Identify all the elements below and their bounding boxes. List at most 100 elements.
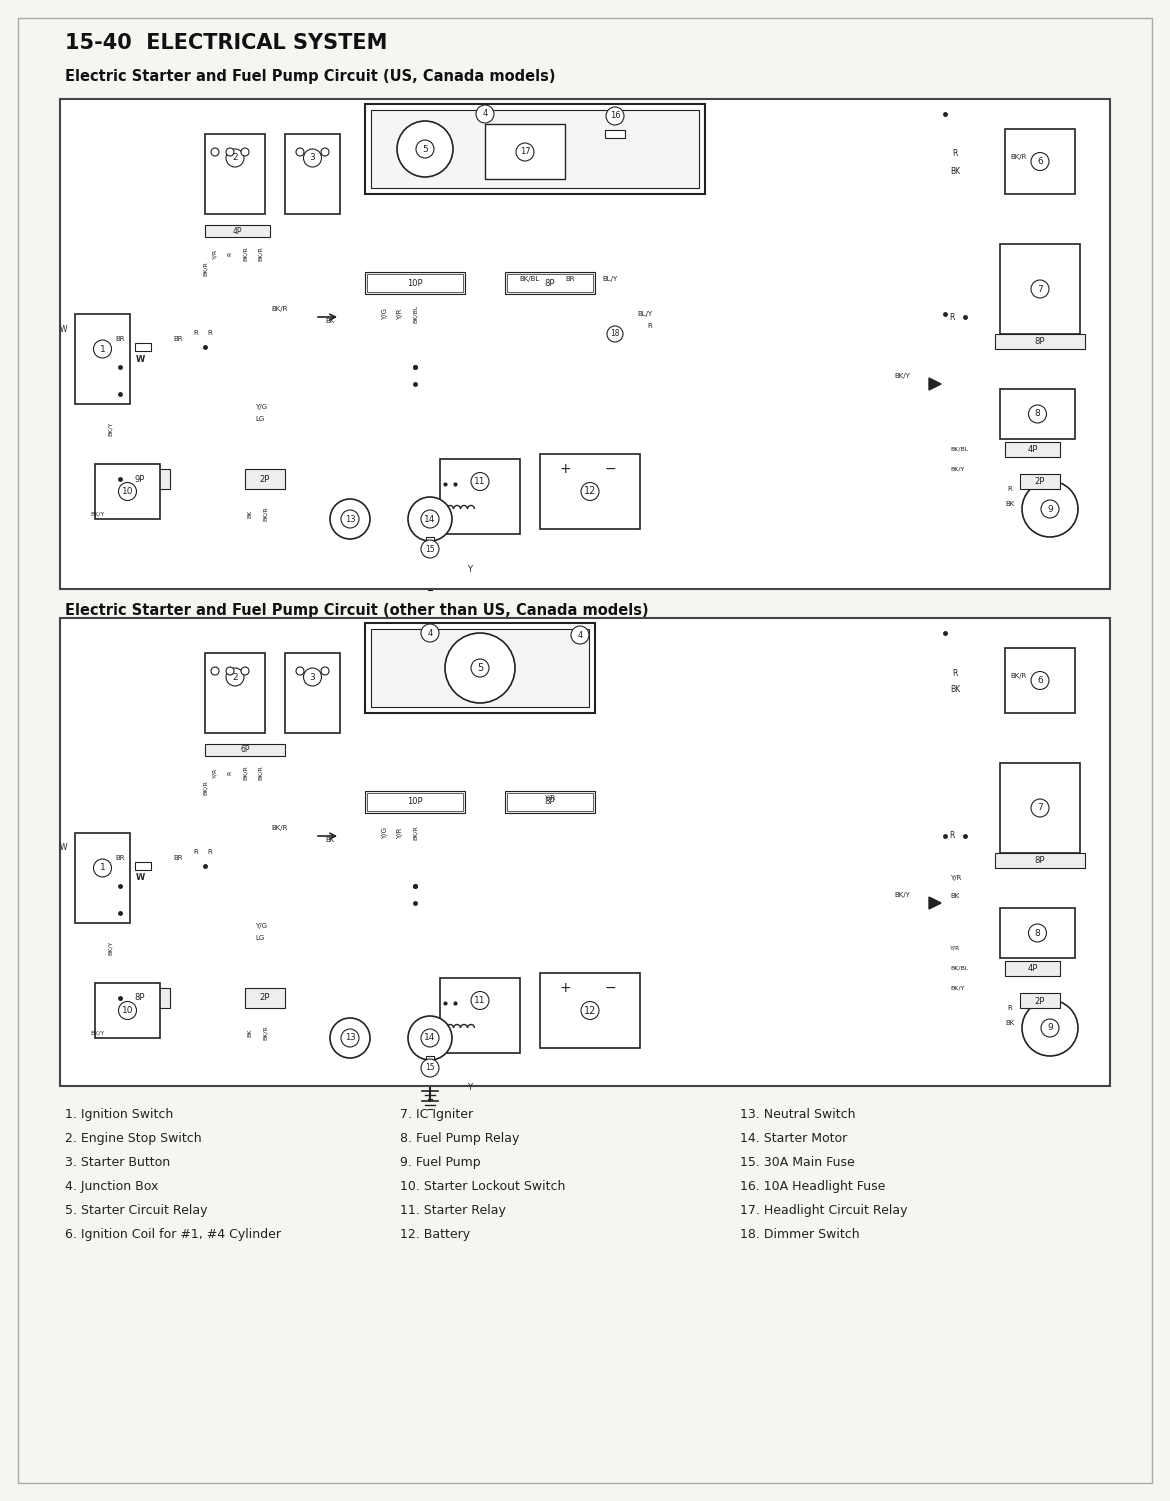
Text: R: R <box>193 330 198 336</box>
Text: R: R <box>950 832 955 841</box>
Circle shape <box>340 510 359 528</box>
Circle shape <box>472 473 489 491</box>
Text: 12: 12 <box>584 1006 597 1016</box>
Text: 4: 4 <box>577 630 583 639</box>
Text: Y: Y <box>468 1084 473 1093</box>
Text: 2: 2 <box>232 153 238 162</box>
Text: 2P: 2P <box>1034 997 1045 1006</box>
Text: Y/R: Y/R <box>397 308 402 320</box>
Text: R: R <box>952 668 958 677</box>
Bar <box>1020 474 1060 489</box>
Text: BK/R: BK/R <box>242 246 248 261</box>
Bar <box>365 791 464 814</box>
Circle shape <box>1023 1000 1078 1057</box>
Circle shape <box>296 666 304 675</box>
Text: 6: 6 <box>1037 675 1042 684</box>
Text: 10P: 10P <box>407 797 422 806</box>
Circle shape <box>1028 405 1046 423</box>
Bar <box>95 464 160 519</box>
Text: BK/R: BK/R <box>257 246 262 261</box>
Text: 11: 11 <box>474 477 486 486</box>
Bar <box>440 459 519 534</box>
Circle shape <box>421 510 439 528</box>
Text: 1: 1 <box>99 345 105 354</box>
Text: 14. Starter Motor: 14. Starter Motor <box>739 1132 847 1145</box>
Bar <box>1005 961 1060 976</box>
Text: BK: BK <box>950 893 959 899</box>
Text: 5. Starter Circuit Relay: 5. Starter Circuit Relay <box>66 1204 207 1217</box>
Text: 15. 30A Main Fuse: 15. 30A Main Fuse <box>739 1156 855 1169</box>
Bar <box>440 979 519 1054</box>
Text: 4P: 4P <box>1027 964 1038 973</box>
Bar <box>605 131 625 138</box>
Text: BK/R: BK/R <box>1010 155 1026 161</box>
Polygon shape <box>929 898 941 910</box>
Text: BL/Y: BL/Y <box>638 311 653 317</box>
Text: 10P: 10P <box>407 279 422 288</box>
Text: Y/R: Y/R <box>544 796 556 802</box>
Circle shape <box>118 482 137 500</box>
Text: −: − <box>604 982 615 995</box>
Text: 9: 9 <box>1047 1024 1053 1033</box>
Text: BK/BL: BK/BL <box>950 965 969 971</box>
Text: 14: 14 <box>425 515 435 524</box>
Text: 6. Ignition Coil for #1, #4 Cylinder: 6. Ignition Coil for #1, #4 Cylinder <box>66 1228 281 1241</box>
Text: 12. Battery: 12. Battery <box>400 1228 470 1241</box>
Circle shape <box>516 143 534 161</box>
Text: LG: LG <box>255 416 264 422</box>
Text: Y/R: Y/R <box>213 249 218 260</box>
Text: R: R <box>227 772 233 775</box>
Text: Y/G: Y/G <box>381 308 388 320</box>
Text: LG: LG <box>255 935 264 941</box>
Text: 16. 10A Headlight Fuse: 16. 10A Headlight Fuse <box>739 1180 886 1193</box>
Text: R: R <box>648 323 653 329</box>
Bar <box>135 344 151 351</box>
Bar <box>367 793 463 811</box>
Bar <box>135 862 151 871</box>
Bar <box>1000 245 1080 335</box>
Text: +: + <box>559 982 571 995</box>
Text: 12: 12 <box>584 486 597 497</box>
Text: 5: 5 <box>422 144 428 153</box>
Circle shape <box>226 666 234 675</box>
Text: 18. Dimmer Switch: 18. Dimmer Switch <box>739 1228 860 1241</box>
Text: BL/Y: BL/Y <box>603 276 618 282</box>
Bar <box>507 793 593 811</box>
Circle shape <box>408 1016 452 1060</box>
Text: BK: BK <box>248 1028 253 1037</box>
Bar <box>110 988 170 1009</box>
Text: 8P: 8P <box>1034 338 1045 347</box>
Text: 2P: 2P <box>260 474 270 483</box>
Text: BK/Y: BK/Y <box>894 892 910 898</box>
Text: 6: 6 <box>1037 158 1042 167</box>
Text: 11: 11 <box>474 997 486 1006</box>
Text: BR: BR <box>173 336 183 342</box>
Circle shape <box>94 341 111 359</box>
Text: BK/Y: BK/Y <box>90 512 105 516</box>
Text: R: R <box>193 850 198 856</box>
Text: 8P: 8P <box>135 994 145 1003</box>
Text: Y/G: Y/G <box>255 404 267 410</box>
Text: BR: BR <box>116 856 125 862</box>
Circle shape <box>476 105 494 123</box>
Text: −: − <box>604 462 615 476</box>
Circle shape <box>1031 799 1049 817</box>
Bar <box>505 272 596 294</box>
Text: 16: 16 <box>610 111 620 120</box>
Text: BK/R: BK/R <box>262 507 268 521</box>
Circle shape <box>421 540 439 558</box>
Text: BK: BK <box>1005 501 1014 507</box>
Text: BK/Y: BK/Y <box>950 986 964 991</box>
Bar <box>994 335 1085 350</box>
Bar <box>365 623 596 713</box>
Bar <box>507 275 593 293</box>
Text: Electric Starter and Fuel Pump Circuit (other than US, Canada models): Electric Starter and Fuel Pump Circuit (… <box>66 603 648 618</box>
Circle shape <box>421 1060 439 1078</box>
Bar <box>426 537 434 551</box>
Text: W: W <box>136 874 145 883</box>
Text: 8P: 8P <box>545 797 556 806</box>
Bar <box>367 275 463 293</box>
Text: 8P: 8P <box>1034 856 1045 865</box>
Bar <box>1005 441 1060 456</box>
Text: 9. Fuel Pump: 9. Fuel Pump <box>400 1156 481 1169</box>
